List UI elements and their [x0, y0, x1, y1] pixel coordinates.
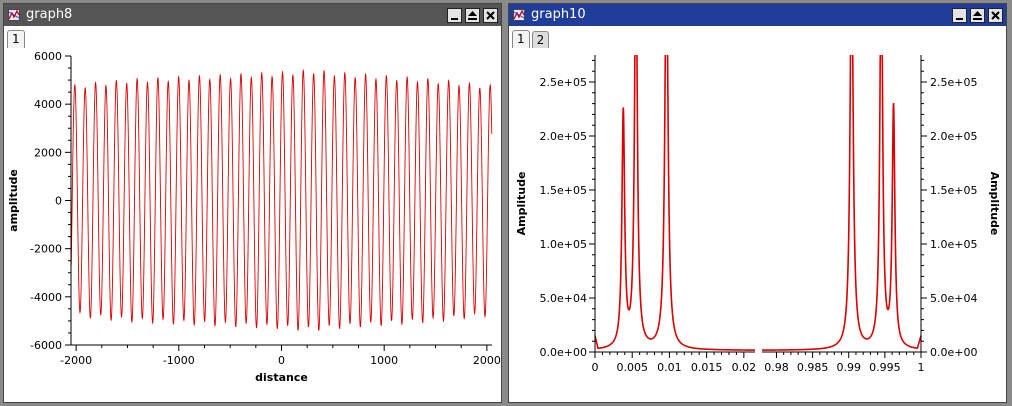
y-tick-label-left: 1.5e+05: [540, 184, 587, 197]
graph8-plot[interactable]: -6000 -4000 -2000 0 2000 4000 6000 -2000 -1000 0 1…: [4, 48, 501, 402]
x-tick-label: 0.985: [797, 361, 829, 374]
x-tick-label: -1000: [163, 354, 195, 367]
y-tick-label: -4000: [30, 291, 62, 304]
y-tick-label-left: 5.0e+04: [540, 292, 587, 305]
y-tick-label-right: 1.0e+05: [930, 238, 977, 251]
graph-app-icon: [8, 9, 20, 21]
y-tick-label-right: 2.5e+05: [930, 76, 977, 89]
x-tick-label: 0.005: [616, 361, 648, 374]
graph10-tab-2[interactable]: 2: [531, 31, 550, 48]
x-tick-label: -2000: [60, 354, 92, 367]
spectrum-series-line: [761, 55, 922, 351]
maximize-icon[interactable]: [465, 7, 480, 23]
x-tick-label: 2000: [473, 354, 501, 367]
graph10-window: graph10 1 2 0 0.005 0.01 0.015 0.02 0.98 0.985…: [508, 3, 1007, 403]
close-icon[interactable]: [988, 7, 1003, 23]
graph8-tab-1[interactable]: 1: [7, 30, 25, 48]
graph8-tab-bar: 1: [4, 26, 501, 48]
x-tick-label: 0: [278, 354, 285, 367]
x-tick-label: 0.98: [764, 361, 789, 374]
graph10-tab-1[interactable]: 1: [512, 30, 530, 48]
x-tick-label: 0.015: [691, 361, 723, 374]
y-tick-label: -6000: [30, 339, 62, 352]
y-tick-label-right: 2.0e+05: [930, 130, 977, 143]
maximize-icon[interactable]: [970, 7, 985, 23]
y-tick-label: 4000: [34, 98, 62, 111]
y-axis-label: amplitude: [7, 169, 20, 232]
close-icon[interactable]: [483, 7, 498, 23]
graph10-title-bar[interactable]: graph10: [509, 4, 1006, 26]
graph10-plot[interactable]: 0 0.005 0.01 0.015 0.02 0.98 0.985 0.99 0.995 1 0.…: [509, 48, 1006, 402]
y-tick-label-left: 1.0e+05: [540, 238, 587, 251]
minimize-icon[interactable]: [447, 7, 462, 23]
y-tick-label: 2000: [34, 146, 62, 159]
graph8-window-title: graph8: [26, 7, 73, 22]
x-tick-label: 1000: [370, 354, 398, 367]
spectrum-series-line: [594, 55, 756, 351]
x-axis-label: distance: [255, 371, 308, 384]
graph8-title-bar[interactable]: graph8: [4, 4, 501, 26]
y-tick-label-left: 0.0e+00: [540, 346, 587, 359]
graph-app-icon: [513, 9, 525, 21]
y-tick-label: 6000: [34, 50, 62, 63]
x-tick-label: 0.995: [869, 361, 901, 374]
y-tick-label-right: 1.5e+05: [930, 184, 977, 197]
y-tick-label-left: 2.0e+05: [540, 130, 587, 143]
x-tick-label: 1: [918, 361, 925, 374]
y-tick-label-right: 0.0e+00: [930, 346, 977, 359]
y-axis-label-right: Amplitude: [988, 172, 1001, 236]
y-axis-label-left: Amplitude: [515, 172, 528, 236]
x-tick-label: 0: [592, 361, 599, 374]
amplitude-series-line: [70, 68, 493, 331]
graph10-tab-bar: 1 2: [509, 26, 1006, 48]
x-tick-label: 0.01: [657, 361, 682, 374]
y-tick-label: -2000: [30, 243, 62, 256]
x-tick-label: 0.02: [732, 361, 757, 374]
y-tick-label-right: 5.0e+04: [930, 292, 977, 305]
minimize-icon[interactable]: [952, 7, 967, 23]
y-tick-label: 0: [55, 195, 62, 208]
y-tick-label-left: 2.5e+05: [540, 76, 587, 89]
graph10-window-title: graph10: [531, 7, 586, 22]
graph8-window: graph8 1 -6000 -4000 -2000 0 2000 4000 6000 -20…: [3, 3, 502, 403]
x-tick-label: 0.99: [836, 361, 861, 374]
